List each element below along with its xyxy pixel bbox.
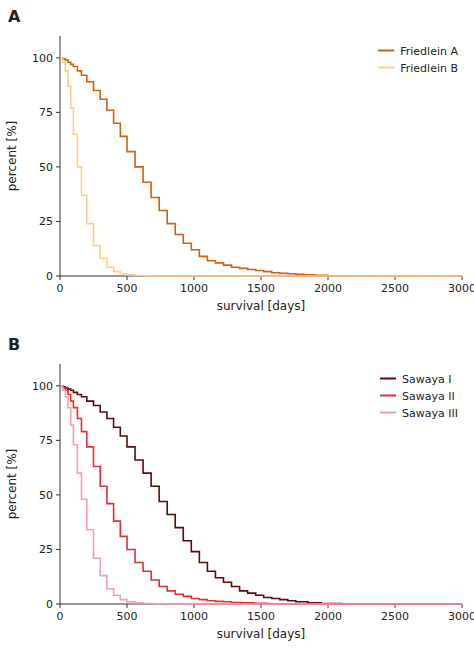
x-tick-label: 500 xyxy=(117,610,138,623)
y-axis-label: percent [%] xyxy=(5,449,19,520)
y-tick-label: 50 xyxy=(39,489,53,502)
legend-swatch xyxy=(378,67,394,69)
y-tick xyxy=(56,440,60,441)
y-tick-label: 75 xyxy=(39,106,53,119)
x-tick xyxy=(60,604,61,608)
x-tick xyxy=(127,604,128,608)
y-tick-label: 0 xyxy=(46,270,53,283)
x-tick-label: 0 xyxy=(57,282,64,295)
legend-label: Sawaya II xyxy=(402,390,455,403)
y-tick xyxy=(56,221,60,222)
x-tick-label: 500 xyxy=(117,282,138,295)
x-tick xyxy=(127,276,128,280)
panel: A 0 500 1000 1500 2000 2500 3000 0 25 50 75 100 survi… xyxy=(5,7,474,313)
legend-label: Friedlein A xyxy=(400,45,458,58)
y-tick xyxy=(56,494,60,495)
legend-swatch xyxy=(380,378,396,380)
y-tick xyxy=(56,276,60,277)
y-tick xyxy=(56,604,60,605)
y-axis-line xyxy=(60,36,61,276)
y-tick xyxy=(56,385,60,386)
legend: Friedlein A Friedlein B xyxy=(378,45,458,75)
survival-line xyxy=(60,58,462,276)
y-tick-label: 0 xyxy=(46,598,53,611)
survival-line xyxy=(60,58,462,276)
x-tick xyxy=(60,276,61,280)
legend-label: Sawaya I xyxy=(402,373,451,386)
survival-line xyxy=(60,386,462,604)
panel-label: B xyxy=(8,335,20,354)
legend: Sawaya I Sawaya II Sawaya III xyxy=(380,373,458,420)
legend-label: Sawaya III xyxy=(402,407,458,420)
y-tick xyxy=(56,112,60,113)
panel-label: A xyxy=(8,7,21,26)
legend-swatch xyxy=(378,50,394,52)
y-tick-label: 50 xyxy=(39,161,53,174)
y-tick xyxy=(56,166,60,167)
x-axis-label: survival [days] xyxy=(217,299,306,313)
x-tick-label: 2000 xyxy=(314,282,342,295)
x-tick-label: 0 xyxy=(57,610,64,623)
x-tick-label: 1000 xyxy=(180,282,208,295)
x-tick-label: 2500 xyxy=(381,282,409,295)
x-tick-label: 2500 xyxy=(381,610,409,623)
y-tick-label: 75 xyxy=(39,434,53,447)
y-tick xyxy=(56,57,60,58)
survival-line xyxy=(60,386,462,604)
x-tick-label: 3000 xyxy=(448,610,474,623)
x-tick-label: 1500 xyxy=(247,610,275,623)
x-tick-label: 1000 xyxy=(180,610,208,623)
y-axis-label: percent [%] xyxy=(5,121,19,192)
y-tick-label: 25 xyxy=(39,215,53,228)
y-tick xyxy=(56,549,60,550)
plot-area xyxy=(60,58,462,276)
legend-label: Friedlein B xyxy=(400,62,458,75)
chart-svg: A0500100015002000250030000255075100survi… xyxy=(0,0,474,656)
y-tick-label: 25 xyxy=(39,543,53,556)
survival-line xyxy=(60,386,462,604)
y-axis-line xyxy=(60,364,61,604)
panel: B 0 500 1000 1500 2000 2500 3000 0 25 50 75 100 survi… xyxy=(5,335,474,641)
x-axis-label: survival [days] xyxy=(217,627,306,641)
legend-swatch xyxy=(380,412,396,414)
x-tick-label: 2000 xyxy=(314,610,342,623)
chart-root: A0500100015002000250030000255075100survi… xyxy=(0,0,474,656)
y-tick-label: 100 xyxy=(32,380,53,393)
x-tick-label: 1500 xyxy=(247,282,275,295)
legend-swatch xyxy=(380,395,396,397)
y-tick-label: 100 xyxy=(32,52,53,65)
x-tick-label: 3000 xyxy=(448,282,474,295)
plot-area xyxy=(60,386,462,604)
